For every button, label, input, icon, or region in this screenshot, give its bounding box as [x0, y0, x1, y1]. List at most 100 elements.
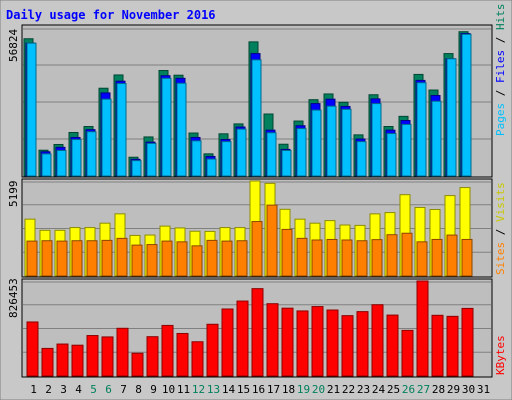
bar-sites-day-17 [266, 204, 278, 277]
bar-pages-day-26 [401, 123, 412, 177]
bar-sites-day-16 [251, 221, 263, 277]
x-tick-label-15: 15 [237, 383, 250, 396]
bar-sites-day-7 [116, 237, 128, 277]
bar-pages-day-22 [341, 108, 352, 177]
x-tick-label-6: 6 [105, 383, 112, 396]
bar-kbytes-day-29 [446, 315, 459, 377]
bar-sites-day-20 [311, 239, 323, 277]
x-tick-label-4: 4 [75, 383, 82, 396]
x-tick-label-31: 31 [477, 383, 490, 396]
x-tick-label-11: 11 [177, 383, 190, 396]
bar-sites-day-9 [146, 244, 158, 277]
x-tick-label-14: 14 [222, 383, 236, 396]
panel-bottom-max-label: 826453 [7, 278, 20, 318]
x-tick-label-7: 7 [120, 383, 127, 396]
bar-kbytes-day-6 [101, 336, 114, 377]
x-tick-label-2: 2 [45, 383, 52, 396]
bar-sites-day-23 [356, 240, 368, 277]
bar-pages-day-7 [116, 83, 127, 177]
x-tick-label-12: 12 [192, 383, 205, 396]
bar-sites-day-25 [386, 234, 398, 277]
bar-kbytes-day-21 [326, 309, 339, 377]
bar-kbytes-day-3 [56, 343, 69, 377]
bar-pages-day-9 [146, 142, 157, 177]
bar-sites-day-12 [191, 245, 203, 277]
legend-sep-1: / [494, 83, 507, 103]
bar-kbytes-day-12 [191, 341, 204, 377]
bar-pages-day-14 [221, 141, 232, 177]
bar-kbytes-day-2 [41, 347, 54, 377]
bar-pages-day-4 [71, 139, 82, 177]
bar-sites-day-15 [236, 240, 248, 277]
bar-kbytes-day-24 [371, 304, 384, 377]
bar-kbytes-day-20 [311, 306, 324, 377]
bar-kbytes-day-30 [461, 307, 474, 377]
bar-kbytes-day-28 [431, 314, 444, 377]
x-tick-label-9: 9 [150, 383, 157, 396]
legend-hits: Hits [494, 4, 507, 31]
panel-middle-legend: Sites / Visits [494, 182, 507, 275]
bar-sites-day-6 [101, 239, 113, 277]
bar-pages-day-2 [41, 153, 52, 177]
bar-pages-day-18 [281, 149, 292, 177]
bar-sites-day-11 [176, 241, 188, 277]
legend-kbytes: KBytes [494, 335, 507, 375]
bar-sites-day-30 [461, 238, 473, 277]
bar-pages-day-29 [446, 58, 457, 177]
x-tick-label-10: 10 [162, 383, 175, 396]
bar-sites-day-28 [431, 238, 443, 277]
bar-sites-day-29 [446, 234, 458, 277]
panel-top-legend: Pages / Files / Hits [494, 4, 507, 137]
panel-middle-max-label: 5199 [7, 181, 20, 208]
bar-kbytes-day-23 [356, 311, 369, 377]
bar-pages-day-17 [266, 132, 277, 177]
bar-kbytes-day-19 [296, 310, 309, 377]
bars-layer [23, 31, 474, 377]
bar-pages-day-24 [371, 103, 382, 177]
bar-kbytes-day-10 [161, 324, 174, 377]
bar-pages-day-10 [161, 77, 172, 177]
x-tick-label-24: 24 [372, 383, 386, 396]
bar-pages-day-27 [416, 82, 427, 177]
x-tick-label-13: 13 [207, 383, 220, 396]
bar-pages-day-15 [236, 128, 247, 177]
x-axis-labels: 1 2 3 4 5 6 7 8 9 10 11 12 13 14 15 16 17 18 19 20 21 22 23 24 2… [30, 383, 490, 396]
bar-kbytes-day-7 [116, 327, 129, 377]
x-tick-label-20: 20 [312, 383, 325, 396]
panel-top-max-label: 56824 [7, 29, 20, 62]
legend-sites: Sites [494, 242, 507, 275]
x-tick-label-23: 23 [357, 383, 370, 396]
bar-sites-day-1 [26, 240, 38, 277]
legend-sep-3: / [494, 222, 507, 242]
x-tick-label-8: 8 [135, 383, 142, 396]
bar-kbytes-day-22 [341, 315, 354, 377]
chart-title: Daily usage for November 2016 [6, 8, 216, 22]
x-tick-label-16: 16 [252, 383, 265, 396]
bar-pages-day-16 [251, 59, 262, 177]
bar-sites-day-14 [221, 240, 233, 277]
legend-sep-2: / [494, 30, 507, 50]
x-tick-label-21: 21 [327, 383, 340, 396]
bar-pages-day-21 [326, 105, 337, 177]
x-tick-label-27: 27 [417, 383, 430, 396]
bar-sites-day-18 [281, 228, 293, 277]
bar-kbytes-day-17 [266, 303, 279, 377]
x-tick-label-17: 17 [267, 383, 280, 396]
x-tick-label-28: 28 [432, 383, 445, 396]
bar-sites-day-19 [296, 237, 308, 277]
bar-pages-day-20 [311, 109, 322, 177]
bar-sites-day-4 [71, 240, 83, 277]
bar-kbytes-day-9 [146, 336, 159, 377]
bar-sites-day-10 [161, 240, 173, 277]
bar-pages-day-23 [356, 141, 367, 177]
x-tick-label-29: 29 [447, 383, 460, 396]
x-tick-label-5: 5 [90, 383, 97, 396]
bar-sites-day-8 [131, 244, 143, 277]
bar-kbytes-day-18 [281, 307, 294, 377]
legend-files: Files [494, 50, 507, 83]
bar-sites-day-24 [371, 239, 383, 277]
bar-kbytes-day-5 [86, 335, 99, 377]
bar-sites-day-5 [86, 240, 98, 277]
bar-sites-day-13 [206, 239, 218, 277]
